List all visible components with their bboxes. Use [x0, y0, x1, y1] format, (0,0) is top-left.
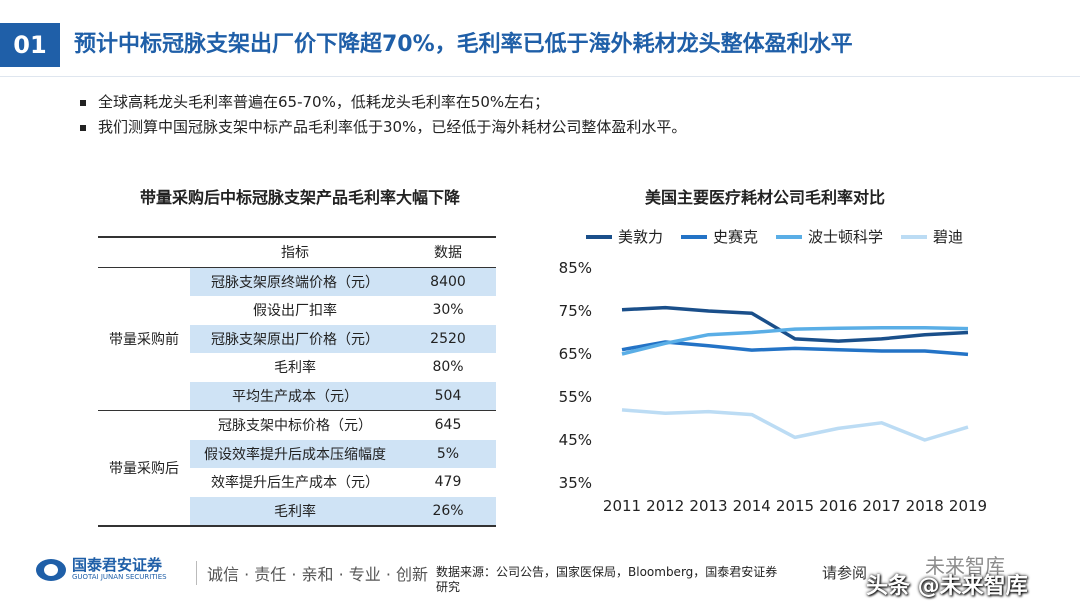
y-tick-label: 85% — [559, 259, 592, 277]
table-header-metric: 指标 — [190, 236, 400, 268]
table-row: 带量采购前 冠脉支架原终端价格（元） 8400 — [98, 267, 496, 411]
x-tick-label: 2015 — [776, 497, 814, 515]
bullet-list: 全球高耗龙头毛利率普遍在65-70%，低耗龙头毛利率在50%左右； 我们测算中国… — [80, 90, 686, 140]
table-row: 毛利率 80% — [274, 359, 464, 377]
x-tick-label: 2017 — [862, 497, 900, 515]
group-label-after: 带量采购后 — [98, 410, 190, 527]
x-tick-label: 2016 — [819, 497, 857, 515]
y-tick-label: 65% — [559, 345, 592, 363]
company-logo: 国泰君安证券 GUOTAI JUNAN SECURITIES — [36, 557, 167, 582]
x-tick-label: 2019 — [949, 497, 987, 515]
slide-title: 预计中标冠脉支架出厂价下降超70%，毛利率已低于海外耗材龙头整体盈利水平 — [74, 32, 853, 57]
margin-line-chart: 35% 45% 55% 65% 75% 85% 2011 2012 2013 2014 2015 20… — [559, 259, 987, 515]
legend-swatch — [901, 234, 928, 239]
series-line — [621, 340, 969, 357]
table-row: 假设效率提升后成本压缩幅度 5% — [98, 439, 496, 468]
header-divider — [0, 76, 1080, 77]
logo-icon — [36, 558, 66, 581]
margin-table: 指标 数据 带量采购前 冠脉支架原终端价格（元） 8400 假设出厂扣率 30%… — [98, 236, 496, 527]
watermark-overlay: 头条 @未来智库 — [866, 574, 1028, 599]
chart-legend: 美敦力 史赛克 波士顿科学 碧迪 — [586, 226, 981, 247]
y-tick-label: 35% — [559, 474, 592, 492]
legend-item: 美敦力 — [586, 226, 663, 247]
y-tick-label: 45% — [559, 431, 592, 449]
x-tick-label: 2013 — [689, 497, 727, 515]
legend-swatch — [586, 234, 612, 239]
legend-swatch — [681, 234, 708, 239]
section-number: 01 — [0, 23, 60, 67]
legend-item: 波士顿科学 — [776, 226, 883, 247]
bullet-item: 我们测算中国冠脉支架中标产品毛利率低于30%，已经低于海外耗材公司整体盈利水平。 — [80, 115, 686, 140]
series-line — [621, 305, 969, 343]
y-tick-label: 75% — [559, 302, 592, 320]
bullet-square-icon — [80, 124, 86, 131]
table-title: 带量采购后中标冠脉支架产品毛利率大幅下降 — [139, 188, 460, 207]
legend-swatch — [776, 234, 803, 239]
x-tick-label: 2014 — [733, 497, 771, 515]
x-tick-label: 2018 — [906, 497, 944, 515]
table-row: 假设出厂扣率 30% — [253, 302, 464, 320]
table-row: 带量采购后 冠脉支架中标价格（元） 645 — [98, 410, 496, 527]
x-tick-label: 2011 — [603, 497, 641, 515]
y-tick-label: 55% — [559, 388, 592, 406]
company-slogan: 诚信 · 责任 · 亲和 · 专业 · 创新 — [196, 561, 428, 585]
data-source: 数据来源：公司公告，国家医保局，Bloomberg，国泰君安证券研究 — [436, 565, 778, 594]
bullet-item: 全球高耗龙头毛利率普遍在65-70%，低耗龙头毛利率在50%左右； — [80, 90, 686, 115]
watermark: 未来智库 — [925, 554, 1005, 578]
table-row: 冠脉支架原出厂价格（元） 2520 — [98, 324, 496, 353]
series-line — [621, 408, 969, 442]
table-row: 效率提升后生产成本（元） 479 — [211, 474, 462, 492]
group-label-before: 带量采购前 — [98, 267, 190, 411]
legend-item: 碧迪 — [901, 226, 963, 247]
table-row: 毛利率 26% — [98, 496, 496, 527]
table-row: 平均生产成本（元） 504 — [98, 381, 496, 411]
legend-item: 史赛克 — [681, 226, 758, 247]
bullet-square-icon — [80, 99, 86, 106]
table-header-value: 数据 — [400, 236, 496, 268]
chart-title: 美国主要医疗耗材公司毛利率对比 — [644, 188, 885, 207]
series-line — [621, 326, 969, 356]
x-tick-label: 2012 — [646, 497, 684, 515]
disclaimer-ref: 请参阅 — [822, 564, 868, 582]
